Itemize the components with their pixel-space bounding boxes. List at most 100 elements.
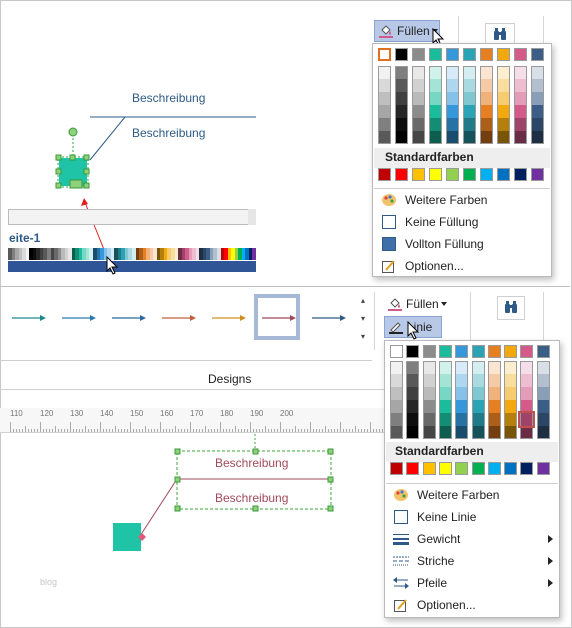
shade-column[interactable]	[455, 361, 469, 439]
standard-color-swatch[interactable]	[531, 168, 544, 181]
standard-color-swatch[interactable]	[471, 462, 485, 475]
color-strip-swatch[interactable]	[170, 248, 175, 260]
shade-swatch[interactable]	[480, 66, 493, 79]
shade-swatch[interactable]	[395, 66, 408, 79]
shade-swatch[interactable]	[390, 387, 403, 400]
theme-color-grid[interactable]	[373, 44, 551, 149]
standard-color-row[interactable]	[385, 462, 559, 478]
shade-swatch[interactable]	[406, 374, 420, 387]
line-style-option[interactable]	[12, 308, 48, 328]
shade-swatch[interactable]	[536, 361, 550, 374]
color-strip-swatch[interactable]	[78, 248, 83, 260]
color-strip-swatch[interactable]	[100, 248, 105, 260]
color-strip-swatch[interactable]	[139, 248, 144, 260]
shade-column[interactable]	[390, 361, 403, 439]
theme-color-swatch[interactable]	[455, 345, 469, 358]
shade-swatch[interactable]	[531, 66, 544, 79]
color-strip-swatch[interactable]	[61, 248, 66, 260]
shade-swatch[interactable]	[438, 387, 452, 400]
shade-swatch[interactable]	[422, 400, 436, 413]
theme-color-swatch[interactable]	[378, 48, 391, 61]
shade-swatch[interactable]	[455, 374, 469, 387]
shade-column[interactable]	[395, 66, 408, 144]
shade-swatch[interactable]	[480, 105, 493, 118]
shade-swatch[interactable]	[504, 426, 518, 439]
color-strip-swatch[interactable]	[22, 248, 27, 260]
color-strip-swatch[interactable]	[248, 248, 253, 260]
shade-swatch[interactable]	[518, 411, 536, 428]
color-strip-swatch[interactable]	[93, 248, 98, 260]
theme-color-swatch[interactable]	[480, 48, 493, 61]
horizontal-scrollbar[interactable]	[8, 209, 249, 225]
shade-swatch[interactable]	[497, 105, 510, 118]
theme-color-swatch[interactable]	[520, 345, 534, 358]
shade-swatch[interactable]	[455, 426, 469, 439]
theme-color-swatch[interactable]	[390, 345, 403, 358]
shade-swatch[interactable]	[378, 118, 391, 131]
shade-column[interactable]	[480, 66, 493, 144]
line-style-option[interactable]	[62, 308, 98, 328]
shade-swatch[interactable]	[412, 118, 425, 131]
shade-swatch[interactable]	[471, 387, 485, 400]
shade-swatch[interactable]	[480, 118, 493, 131]
line-weight-item[interactable]: Gewicht	[385, 528, 559, 550]
color-strip-swatch[interactable]	[29, 248, 34, 260]
color-strip[interactable]	[8, 248, 257, 260]
color-strip-swatch[interactable]	[178, 248, 183, 260]
shade-swatch[interactable]	[514, 79, 527, 92]
shade-swatch[interactable]	[446, 79, 459, 92]
no-line-item[interactable]: Keine Linie	[385, 506, 559, 528]
shade-swatch[interactable]	[406, 361, 420, 374]
color-strip-swatch[interactable]	[68, 248, 73, 260]
shade-swatch[interactable]	[429, 66, 442, 79]
shade-swatch[interactable]	[531, 118, 544, 131]
shade-swatch[interactable]	[531, 79, 544, 92]
shade-swatch[interactable]	[390, 400, 403, 413]
color-strip-swatch[interactable]	[71, 248, 76, 260]
theme-color-swatch[interactable]	[412, 48, 425, 61]
color-strip-swatch[interactable]	[64, 248, 69, 260]
color-strip-swatch[interactable]	[32, 248, 37, 260]
color-strip-swatch[interactable]	[18, 248, 23, 260]
shade-swatch[interactable]	[514, 105, 527, 118]
shade-swatch[interactable]	[497, 79, 510, 92]
shade-column[interactable]	[429, 66, 442, 144]
standard-color-swatch[interactable]	[438, 462, 452, 475]
more-colors-item[interactable]: Weitere Farben	[385, 484, 559, 506]
shade-swatch[interactable]	[463, 131, 476, 144]
color-strip-swatch[interactable]	[234, 248, 239, 260]
shade-swatch[interactable]	[471, 361, 485, 374]
shade-swatch[interactable]	[536, 374, 550, 387]
shade-swatch[interactable]	[412, 131, 425, 144]
color-strip-swatch[interactable]	[213, 248, 218, 260]
standard-color-row[interactable]	[373, 168, 551, 184]
gallery-scroll[interactable]: ▴ ▾ ▾	[361, 296, 366, 341]
options-item[interactable]: Optionen...	[373, 255, 551, 277]
standard-color-swatch[interactable]	[514, 168, 527, 181]
color-strip-swatch[interactable]	[202, 248, 207, 260]
color-strip-swatch[interactable]	[241, 248, 246, 260]
shade-swatch[interactable]	[463, 66, 476, 79]
shade-swatch[interactable]	[497, 92, 510, 105]
shade-swatch[interactable]	[406, 426, 420, 439]
standard-color-swatch[interactable]	[395, 168, 408, 181]
theme-color-swatch[interactable]	[438, 345, 452, 358]
standard-color-swatch[interactable]	[520, 462, 534, 475]
shade-column[interactable]	[471, 361, 485, 439]
shade-swatch[interactable]	[390, 413, 403, 426]
shade-swatch[interactable]	[395, 118, 408, 131]
shade-swatch[interactable]	[429, 105, 442, 118]
standard-color-swatch[interactable]	[406, 462, 420, 475]
shade-swatch[interactable]	[463, 118, 476, 131]
color-strip-swatch[interactable]	[110, 248, 115, 260]
line-style-option[interactable]	[254, 294, 300, 340]
color-strip-swatch[interactable]	[8, 248, 13, 260]
shade-swatch[interactable]	[514, 118, 527, 131]
color-strip-swatch[interactable]	[185, 248, 190, 260]
color-strip-swatch[interactable]	[149, 248, 154, 260]
shade-swatch[interactable]	[520, 387, 534, 400]
shade-swatch[interactable]	[504, 387, 518, 400]
color-strip-swatch[interactable]	[36, 248, 41, 260]
theme-color-swatch[interactable]	[531, 48, 544, 61]
shade-swatch[interactable]	[514, 66, 527, 79]
